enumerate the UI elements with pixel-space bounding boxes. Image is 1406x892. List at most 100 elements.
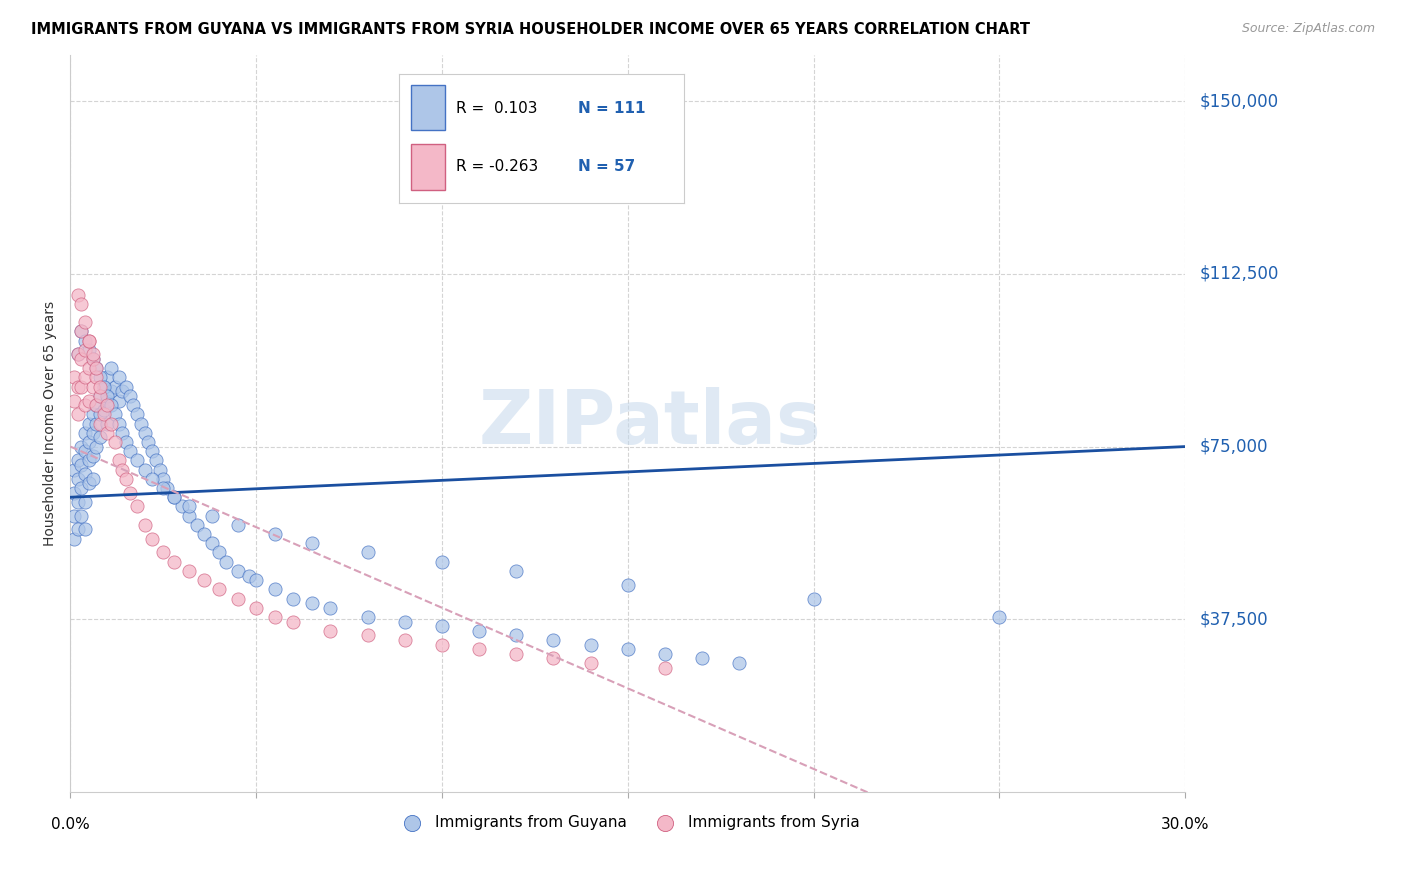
Point <box>690 651 713 665</box>
Point <box>82 380 104 394</box>
Text: Source: ZipAtlas.com: Source: ZipAtlas.com <box>1241 22 1375 36</box>
Point <box>356 545 378 559</box>
Point <box>75 425 97 440</box>
Text: $75,000: $75,000 <box>1199 438 1268 456</box>
Point <box>579 656 602 670</box>
Point <box>89 417 111 431</box>
Point <box>63 485 86 500</box>
Text: IMMIGRANTS FROM GUYANA VS IMMIGRANTS FROM SYRIA HOUSEHOLDER INCOME OVER 65 YEARS: IMMIGRANTS FROM GUYANA VS IMMIGRANTS FRO… <box>31 22 1031 37</box>
Point <box>215 555 238 569</box>
Point <box>89 389 111 403</box>
Point <box>118 485 141 500</box>
Point <box>226 517 249 532</box>
Point <box>319 600 342 615</box>
Point <box>93 402 115 417</box>
Point <box>245 573 267 587</box>
Point <box>96 425 118 440</box>
Point <box>118 444 141 458</box>
Point <box>77 434 100 449</box>
Point <box>66 347 89 361</box>
Point <box>75 334 97 348</box>
Point <box>118 389 141 403</box>
Point <box>200 536 222 550</box>
Point <box>141 472 163 486</box>
Point <box>193 573 215 587</box>
Point <box>107 370 129 384</box>
Point <box>468 624 491 638</box>
Point <box>82 449 104 463</box>
Point <box>226 591 249 606</box>
Point <box>141 444 163 458</box>
Point <box>263 582 285 597</box>
Point <box>505 628 527 642</box>
Point <box>127 408 149 422</box>
Point <box>86 370 108 384</box>
Point <box>122 398 145 412</box>
Point <box>104 408 127 422</box>
Point <box>82 408 104 422</box>
Point <box>179 500 201 514</box>
Point <box>63 393 86 408</box>
Point <box>89 430 111 444</box>
Point <box>193 527 215 541</box>
Point <box>70 440 93 454</box>
Point <box>301 596 323 610</box>
Point <box>89 408 111 422</box>
Point <box>115 380 138 394</box>
Point <box>543 651 565 665</box>
Point <box>66 495 89 509</box>
Point <box>75 467 97 482</box>
Point <box>75 370 97 384</box>
Point <box>617 578 640 592</box>
Text: 0.0%: 0.0% <box>51 817 90 832</box>
Point <box>617 642 640 657</box>
Point <box>179 508 201 523</box>
Point <box>100 417 122 431</box>
Point <box>70 481 93 495</box>
Point <box>543 632 565 647</box>
Point <box>152 545 174 559</box>
Point <box>505 647 527 661</box>
Point <box>75 315 97 329</box>
Point <box>152 472 174 486</box>
Point <box>86 361 108 376</box>
Point <box>104 434 127 449</box>
Point <box>145 453 167 467</box>
Point <box>107 393 129 408</box>
Point <box>93 380 115 394</box>
Point <box>77 343 100 357</box>
Point <box>104 380 127 394</box>
Point <box>111 425 134 440</box>
Point <box>96 398 118 412</box>
Point <box>156 481 179 495</box>
Text: 30.0%: 30.0% <box>1161 817 1209 832</box>
Point <box>179 564 201 578</box>
Point <box>245 600 267 615</box>
Point <box>803 591 825 606</box>
Point <box>134 425 156 440</box>
Point <box>89 370 111 384</box>
Text: $37,500: $37,500 <box>1199 610 1268 628</box>
Point <box>163 555 186 569</box>
Point <box>430 638 453 652</box>
Point <box>100 384 122 399</box>
Point <box>89 380 111 394</box>
Point <box>70 380 93 394</box>
Point <box>111 384 134 399</box>
Point <box>82 425 104 440</box>
Point <box>226 564 249 578</box>
Point <box>77 417 100 431</box>
Point <box>356 610 378 624</box>
Point <box>505 564 527 578</box>
Point <box>75 495 97 509</box>
Point <box>96 389 118 403</box>
Point <box>200 508 222 523</box>
Point <box>96 417 118 431</box>
Point <box>86 398 108 412</box>
Point <box>70 325 93 339</box>
Point <box>82 352 104 367</box>
Point <box>66 408 89 422</box>
Point <box>394 632 416 647</box>
Point <box>163 490 186 504</box>
Point <box>77 393 100 408</box>
